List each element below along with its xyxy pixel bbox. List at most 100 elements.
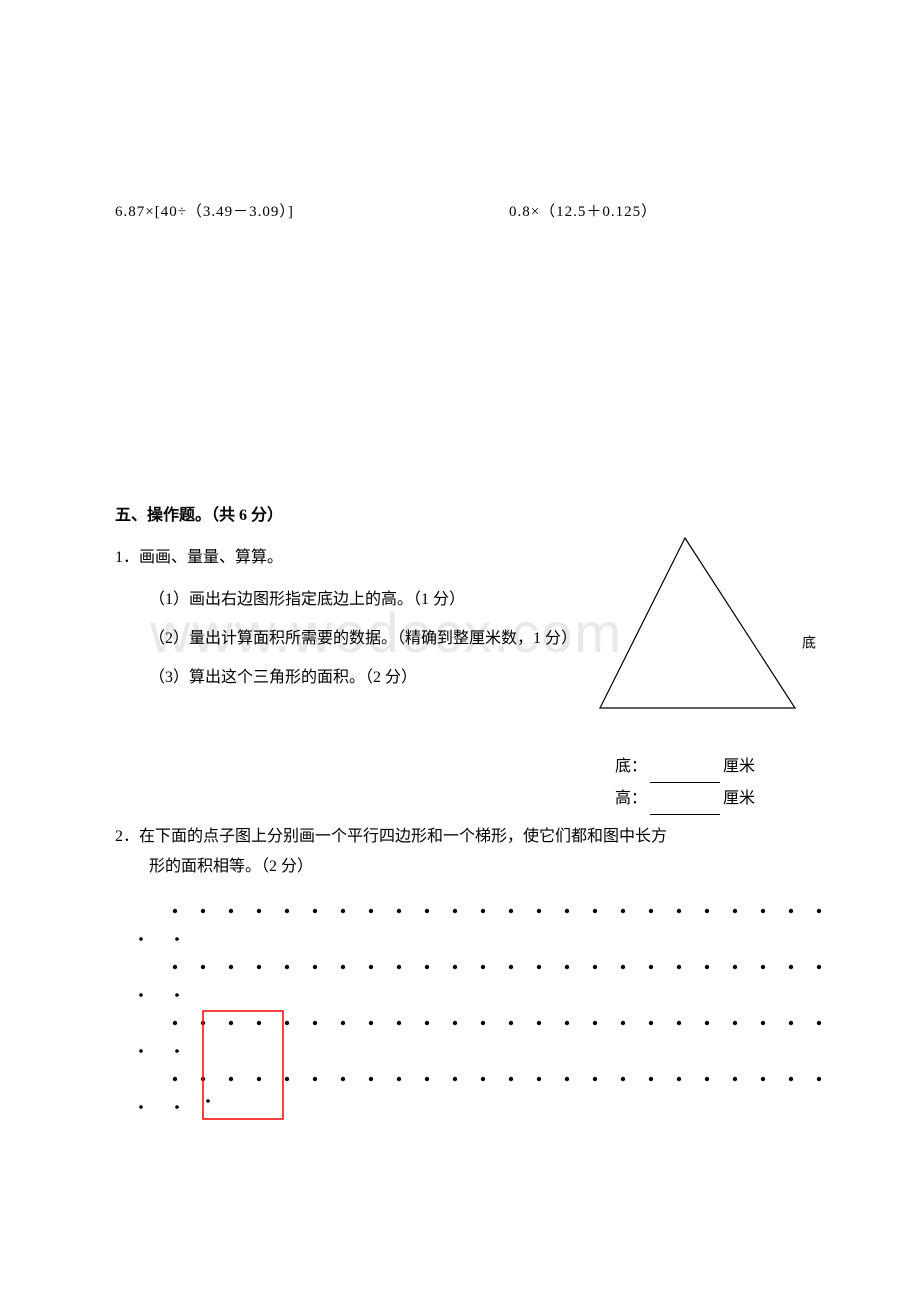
triangle-shape xyxy=(600,538,795,708)
grid-dot xyxy=(139,1049,143,1053)
grid-dot xyxy=(313,1021,317,1025)
grid-dot xyxy=(369,1077,373,1081)
grid-dot xyxy=(453,1077,457,1081)
grid-dot xyxy=(425,1077,429,1081)
grid-dot xyxy=(705,1077,709,1081)
grid-dot xyxy=(313,1077,317,1081)
grid-dot xyxy=(789,1021,793,1025)
grid-rectangle xyxy=(203,1011,283,1119)
grid-dot xyxy=(621,1077,625,1081)
grid-dot xyxy=(453,965,457,969)
problem-1-main: 1．画画、量量、算算。 xyxy=(115,543,585,567)
grid-dot xyxy=(789,1077,793,1081)
problem-1-sub2: （2）量出计算面积所需要的数据。（精确到整厘米数，1 分） xyxy=(149,624,585,648)
grid-dot xyxy=(397,909,401,913)
grid-dot xyxy=(139,1105,143,1109)
grid-dot xyxy=(229,965,233,969)
grid-dot xyxy=(789,965,793,969)
grid-dot xyxy=(649,965,653,969)
grid-dot xyxy=(481,965,485,969)
grid-dot xyxy=(677,1021,681,1025)
grid-dot xyxy=(677,965,681,969)
grid-dot xyxy=(175,1049,179,1053)
grid-dot xyxy=(481,1021,485,1025)
dot-grid xyxy=(135,903,805,1148)
grid-dot xyxy=(229,1077,233,1081)
grid-dot xyxy=(761,909,765,913)
grid-dot xyxy=(761,965,765,969)
grid-dot xyxy=(565,965,569,969)
fill-height-blank[interactable] xyxy=(650,814,720,815)
grid-dot xyxy=(257,965,261,969)
grid-dot xyxy=(817,965,821,969)
grid-dot xyxy=(229,1021,233,1025)
problem-1-sub3: （3）算出这个三角形的面积。（2 分） xyxy=(149,663,585,687)
grid-dot xyxy=(285,1077,289,1081)
grid-dot xyxy=(649,1077,653,1081)
grid-dot xyxy=(173,909,177,913)
grid-dot xyxy=(369,965,373,969)
grid-dot xyxy=(173,1021,177,1025)
equation-right: 0.8×（12.5＋0.125） xyxy=(509,200,657,221)
problem-1-sub1: （1）画出右边图形指定底边上的高。（1 分） xyxy=(149,585,585,609)
grid-dot xyxy=(733,909,737,913)
grid-dot xyxy=(313,965,317,969)
grid-dot xyxy=(509,965,513,969)
grid-dot xyxy=(677,1077,681,1081)
fill-height-unit: 厘米 xyxy=(723,790,755,807)
grid-dot xyxy=(537,909,541,913)
grid-dot xyxy=(173,1077,177,1081)
grid-dot xyxy=(397,965,401,969)
grid-dot xyxy=(733,1077,737,1081)
grid-dot xyxy=(817,1021,821,1025)
grid-dot xyxy=(565,909,569,913)
grid-dot xyxy=(649,909,653,913)
grid-dot xyxy=(509,1077,513,1081)
grid-dot xyxy=(789,909,793,913)
grid-dot xyxy=(565,1021,569,1025)
grid-dot xyxy=(481,909,485,913)
grid-dot xyxy=(761,1021,765,1025)
grid-dot xyxy=(621,965,625,969)
grid-dot xyxy=(139,937,143,941)
section-5-title: 五、操作题。（共 6 分） xyxy=(115,501,805,525)
problem-1: 1．画画、量量、算算。 （1）画出右边图形指定底边上的高。（1 分） （2）量出… xyxy=(115,543,805,702)
triangle-figure: 底 底：厘米 高：厘米 xyxy=(585,543,805,702)
grid-dot xyxy=(481,1077,485,1081)
grid-dot xyxy=(705,965,709,969)
grid-dot xyxy=(201,965,205,969)
grid-dot xyxy=(173,965,177,969)
fill-height-label: 高： xyxy=(615,790,647,807)
grid-dot xyxy=(761,1077,765,1081)
grid-dot xyxy=(257,909,261,913)
grid-dot xyxy=(397,1077,401,1081)
grid-dot xyxy=(677,909,681,913)
grid-dot xyxy=(509,1021,513,1025)
grid-dot xyxy=(593,1077,597,1081)
grid-dot xyxy=(621,1021,625,1025)
grid-dot xyxy=(175,1105,179,1109)
problem-2-line2: 形的面积相等。（2 分） xyxy=(149,852,805,882)
grid-dot xyxy=(733,1021,737,1025)
grid-dot xyxy=(206,1099,210,1103)
grid-dot xyxy=(285,909,289,913)
grid-dot xyxy=(175,937,179,941)
grid-dot xyxy=(649,1021,653,1025)
grid-dot xyxy=(341,1077,345,1081)
grid-dot xyxy=(369,909,373,913)
grid-dot xyxy=(537,1077,541,1081)
problem-2: 2．在下面的点子图上分别画一个平行四边形和一个梯形，使它们都和图中长方 形的面积… xyxy=(115,822,805,1148)
grid-dot xyxy=(453,909,457,913)
fill-base-unit: 厘米 xyxy=(723,758,755,775)
grid-dot xyxy=(257,1021,261,1025)
grid-dot xyxy=(425,1021,429,1025)
grid-dot xyxy=(285,965,289,969)
grid-dot xyxy=(705,909,709,913)
equation-left: 6.87×[40÷（3.49－3.09）] xyxy=(115,200,294,221)
grid-dot xyxy=(139,993,143,997)
grid-dot xyxy=(257,1077,261,1081)
grid-dot xyxy=(369,1021,373,1025)
problem-2-line1: 2．在下面的点子图上分别画一个平行四边形和一个梯形，使它们都和图中长方 xyxy=(115,822,805,852)
dot-grid-svg xyxy=(135,903,855,1143)
grid-dot xyxy=(201,909,205,913)
